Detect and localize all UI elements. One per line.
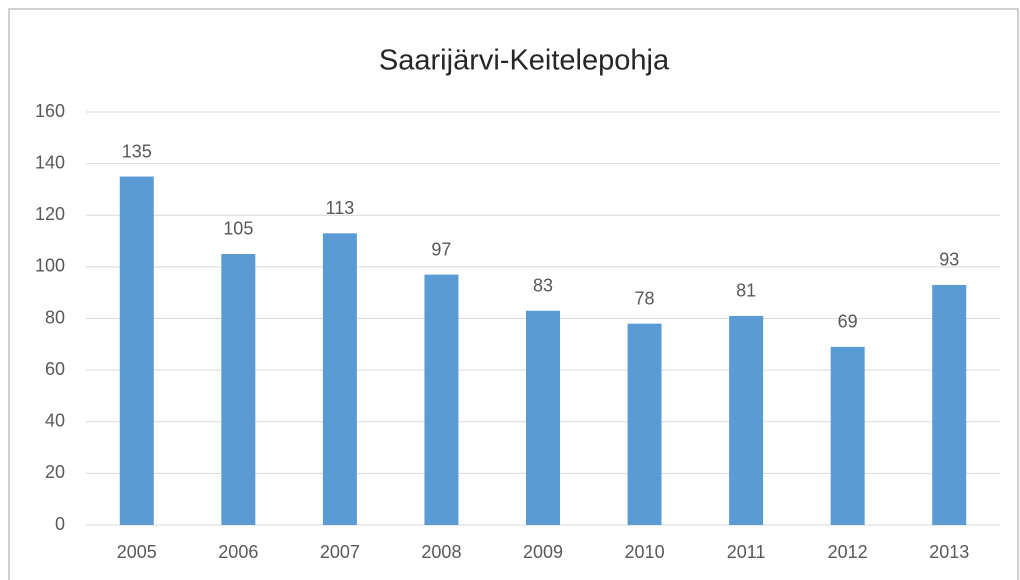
- data-label: 105: [223, 219, 253, 239]
- x-tick-label: 2011: [727, 542, 766, 562]
- bar: [932, 284, 967, 525]
- data-label: 83: [533, 276, 553, 296]
- data-label: 81: [736, 281, 756, 301]
- x-tick-label: 2010: [625, 542, 665, 562]
- chart-title: Saarijärvi-Keitelepohja: [379, 45, 670, 77]
- x-tick-label: 2009: [523, 542, 563, 562]
- x-tick-label: 2008: [421, 542, 461, 562]
- x-tick-label: 2013: [929, 542, 969, 562]
- bar: [627, 323, 662, 525]
- y-tick-label: 160: [35, 101, 65, 121]
- bar: [830, 346, 865, 525]
- x-tick-label: 2007: [320, 542, 360, 562]
- bar: [119, 176, 154, 525]
- chart-border: [8, 8, 1019, 580]
- y-tick-label: 60: [45, 359, 65, 379]
- bar: [221, 253, 256, 525]
- y-tick-label: 140: [35, 152, 65, 172]
- bar: [322, 233, 357, 525]
- y-tick-label: 100: [35, 256, 65, 276]
- data-label: 113: [326, 198, 355, 218]
- y-tick-label: 40: [45, 411, 65, 431]
- bar: [526, 310, 560, 525]
- x-tick-label: 2012: [828, 542, 868, 562]
- bar: [729, 315, 764, 525]
- data-label: 78: [635, 288, 655, 308]
- data-label: 69: [838, 312, 858, 332]
- y-tick-label: 120: [35, 204, 65, 224]
- x-tick-label: 2005: [117, 542, 157, 562]
- bar: [424, 274, 459, 525]
- y-tick-label: 20: [45, 462, 65, 482]
- y-tick-label: 0: [55, 514, 65, 534]
- data-label: 93: [939, 250, 959, 270]
- data-label: 97: [431, 239, 451, 259]
- y-tick-label: 80: [45, 307, 65, 327]
- x-tick-label: 2006: [218, 542, 258, 562]
- data-label: 135: [122, 141, 152, 161]
